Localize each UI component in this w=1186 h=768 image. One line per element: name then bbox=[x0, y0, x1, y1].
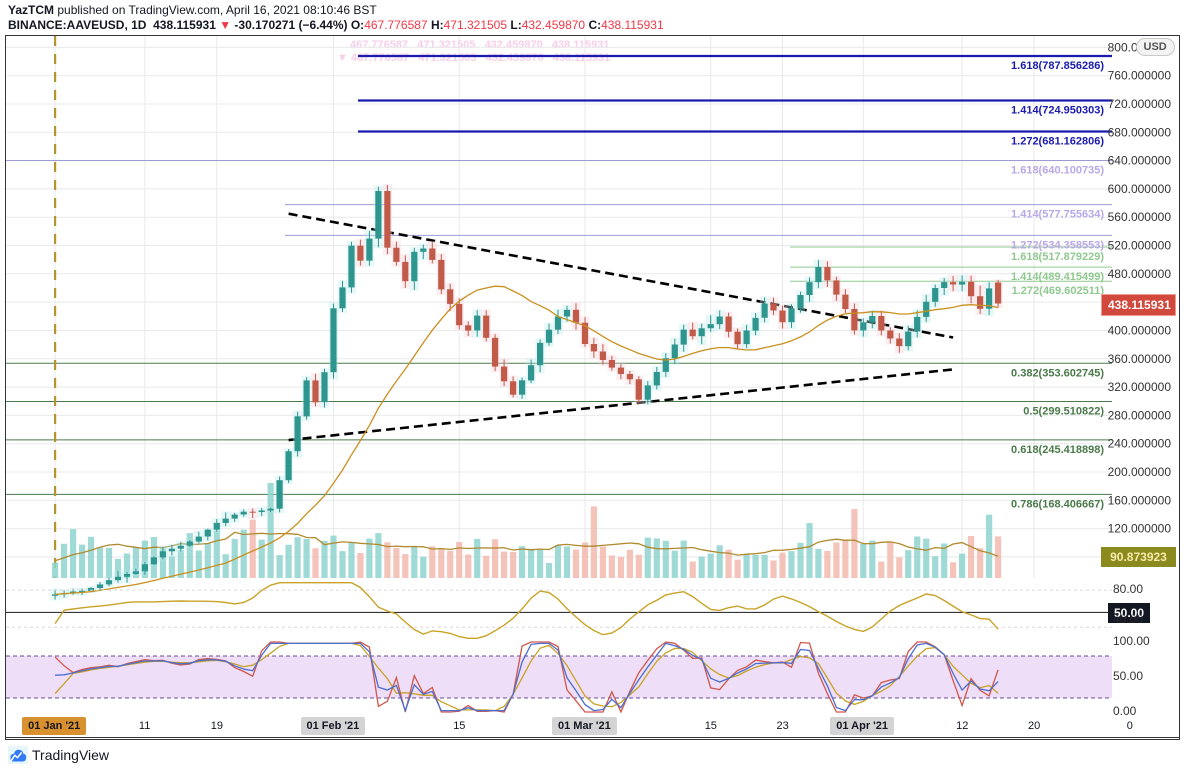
svg-text:160.000000: 160.000000 bbox=[1108, 493, 1172, 507]
svg-text:520.000000: 520.000000 bbox=[1108, 239, 1172, 253]
svg-text:280.000000: 280.000000 bbox=[1108, 408, 1172, 422]
svg-text:360.000000: 360.000000 bbox=[1108, 352, 1172, 366]
svg-text:720.000000: 720.000000 bbox=[1108, 97, 1172, 111]
svg-text:680.000000: 680.000000 bbox=[1108, 125, 1172, 139]
svg-text:200.000000: 200.000000 bbox=[1108, 465, 1172, 479]
svg-text:240.000000: 240.000000 bbox=[1108, 437, 1172, 451]
svg-text:120.000000: 120.000000 bbox=[1108, 522, 1172, 536]
svg-text:640.000000: 640.000000 bbox=[1108, 154, 1172, 168]
svg-text:600.000000: 600.000000 bbox=[1108, 182, 1172, 196]
svg-text:760.000000: 760.000000 bbox=[1108, 69, 1172, 83]
svg-text:560.000000: 560.000000 bbox=[1108, 210, 1172, 224]
svg-text:400.000000: 400.000000 bbox=[1108, 324, 1172, 338]
svg-text:320.000000: 320.000000 bbox=[1108, 380, 1172, 394]
svg-text:480.000000: 480.000000 bbox=[1108, 267, 1172, 281]
